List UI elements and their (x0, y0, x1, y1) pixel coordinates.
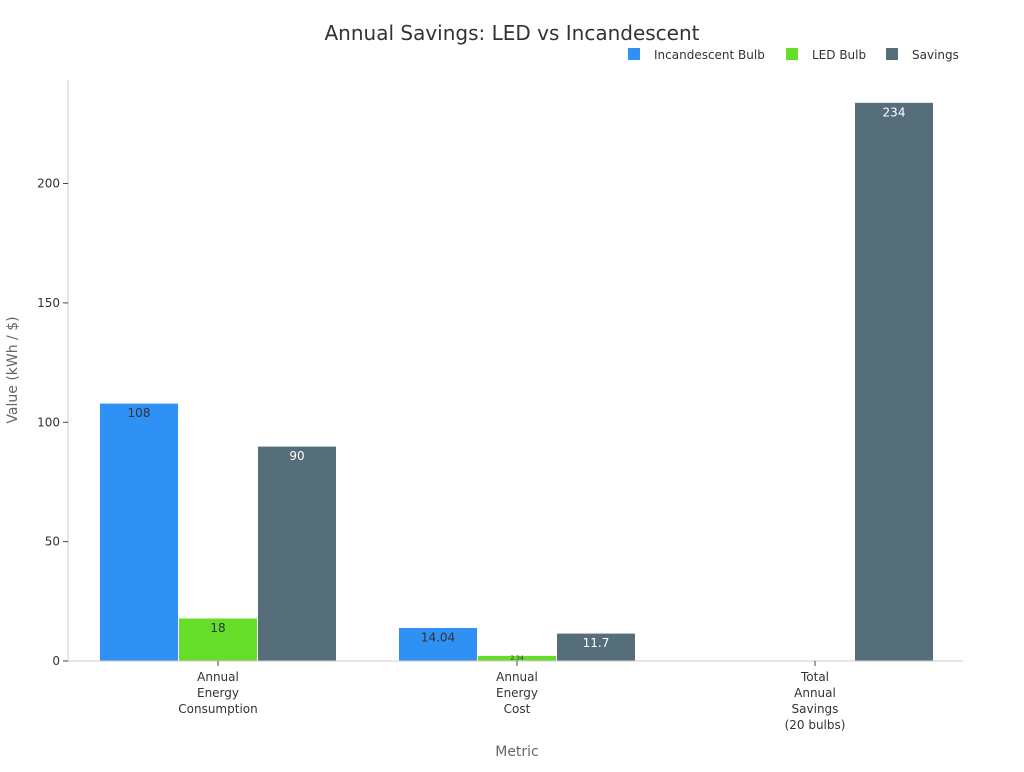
y-tick-label: 150 (37, 296, 60, 310)
legend: Incandescent Bulb LED Bulb Savings (628, 48, 959, 62)
bar-value-label: 18 (210, 621, 225, 635)
y-tick-label: 200 (37, 177, 60, 191)
bar-led-bulb-0 (178, 617, 258, 662)
bar-labels-group: 108 14.04 18 2.34 90 11.7 234 (128, 105, 906, 662)
bar-incandescent-bulb-1 (398, 627, 478, 662)
bars-group (99, 101, 934, 662)
x-tick-label: Annual Energy Cost (496, 670, 538, 716)
x-tick-label: Annual Energy Consumption (178, 670, 257, 716)
bar-savings-0 (257, 445, 337, 662)
chart-title: Annual Savings: LED vs Incandescent (325, 21, 700, 45)
bar-savings-2 (854, 101, 934, 662)
y-axis-title: Value (kWh / $) (5, 316, 21, 423)
legend-label: Incandescent Bulb (654, 48, 765, 62)
legend-swatch (628, 48, 640, 60)
bar-incandescent-bulb-0 (99, 402, 179, 662)
legend-label: LED Bulb (812, 48, 866, 62)
bar-value-label: 11.7 (583, 636, 610, 650)
y-tick-label: 50 (45, 535, 60, 549)
x-tick-label: Total Annual Savings (20 bulbs) (785, 670, 846, 732)
bar-value-label: 234 (883, 105, 906, 119)
bar-value-label: 108 (128, 406, 151, 420)
legend-label: Savings (912, 48, 959, 62)
legend-swatch (886, 48, 898, 60)
legend-swatch (786, 48, 798, 60)
bar-savings-1 (556, 632, 636, 662)
bar-value-label: 90 (289, 449, 304, 463)
y-tick-label: 0 (52, 654, 60, 668)
y-tick-label: 100 (37, 415, 60, 429)
axes-group: 0 50 100 150 200 Annual Energy Consumption Annua… (37, 80, 963, 732)
bar-value-label: 2.34 (510, 655, 524, 662)
bar-value-label: 14.04 (421, 631, 455, 645)
x-axis-title: Metric (495, 744, 539, 760)
